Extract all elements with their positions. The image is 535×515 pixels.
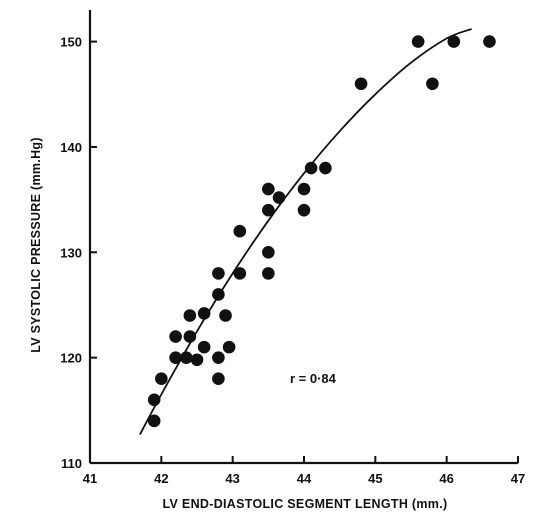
data-point <box>297 182 311 196</box>
data-point <box>354 77 368 91</box>
data-point <box>319 161 332 175</box>
data-point <box>183 309 197 322</box>
data-point <box>426 77 439 91</box>
data-points <box>147 35 496 428</box>
data-point <box>233 267 247 280</box>
data-point <box>483 35 496 48</box>
data-point <box>212 267 225 280</box>
x-tick-label: 41 <box>83 471 97 486</box>
tick-labels: 41 42 43 44 45 46 47 110 120 130 140 150 <box>60 35 525 486</box>
data-point <box>190 353 204 367</box>
data-point <box>304 161 318 175</box>
data-point <box>212 351 225 364</box>
data-point <box>169 351 182 364</box>
data-point <box>147 414 161 428</box>
x-tick-label: 42 <box>154 471 168 486</box>
data-point <box>272 191 286 204</box>
y-tick-label: 140 <box>60 140 82 155</box>
x-tick-label: 45 <box>368 471 382 486</box>
x-axis-title: LV END-DIASTOLIC SEGMENT LENGTH (mm.) <box>163 497 448 511</box>
data-point <box>447 35 461 48</box>
data-point <box>183 330 197 343</box>
x-tick-label: 47 <box>511 471 525 486</box>
y-tick-label: 120 <box>60 351 82 366</box>
data-point <box>180 351 193 364</box>
data-point <box>155 372 168 386</box>
data-point <box>212 372 225 386</box>
data-point <box>262 246 275 259</box>
data-point <box>197 307 211 320</box>
x-tick-label: 43 <box>225 471 239 486</box>
x-tick-label: 46 <box>439 471 453 486</box>
correlation-annotation: r = 0·84 <box>290 371 337 386</box>
y-tick-label: 110 <box>61 456 82 471</box>
y-axis-title: LV SYSTOLIC PRESSURE (mm.Hg) <box>29 137 43 353</box>
data-point <box>262 203 275 217</box>
data-point <box>262 182 275 196</box>
data-point <box>262 267 275 280</box>
data-point <box>169 330 182 343</box>
y-tick-label: 150 <box>60 35 82 50</box>
data-point <box>147 393 161 407</box>
x-tick-label: 44 <box>297 471 312 486</box>
data-point <box>222 340 236 354</box>
data-point <box>411 35 425 48</box>
data-point <box>212 288 225 301</box>
ticks <box>89 40 519 464</box>
y-tick-label: 130 <box>60 245 82 260</box>
data-point <box>219 309 232 322</box>
data-point <box>233 224 247 238</box>
data-point <box>297 203 311 217</box>
data-point <box>197 340 211 354</box>
